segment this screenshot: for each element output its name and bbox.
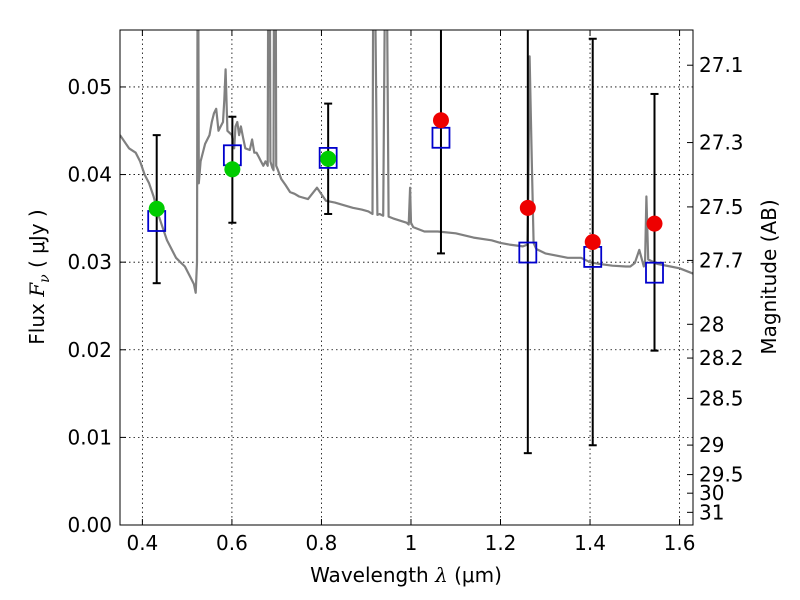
flux_green-point: [148, 200, 165, 217]
y-axis-label: Flux Fν ( μJy ): [25, 209, 53, 344]
flux_green-point: [224, 161, 241, 178]
y-tick-label: 0.04: [67, 163, 112, 187]
x-tick-label: 1.6: [664, 531, 696, 555]
y-tick-label: 0.01: [67, 425, 112, 449]
model-photometry-square: [318, 147, 338, 169]
y2-tick-label: 31: [699, 500, 724, 524]
y2-tick-label: 27.1: [699, 53, 744, 77]
flux_red-point: [584, 234, 601, 251]
flux_green-point: [320, 150, 337, 167]
x-tick-label: 1: [405, 531, 418, 555]
plot-frame: [119, 29, 694, 526]
y2-tick-label: 27.3: [699, 131, 744, 155]
y2-tick-label: 27.5: [699, 195, 744, 219]
model-photometry-square: [518, 241, 538, 264]
x-tick-label: 0.8: [306, 531, 338, 555]
flux_red-point: [432, 112, 449, 129]
y-tick-label: 0.00: [67, 513, 112, 537]
model-photometry-square: [645, 261, 664, 284]
flux_red-point: [646, 215, 663, 232]
axis-layer: 0.4 0.6 0.8 1 1.2 1.4 1.6 0.00 0.01 0.02 0.03 0.04 0…: [67, 30, 744, 555]
x-tick-label: 1.2: [485, 531, 517, 555]
y-tick-label: 0.02: [67, 338, 112, 362]
x-tick-label: 0.6: [216, 531, 248, 555]
y2-tick-label: 28.5: [699, 386, 744, 410]
x-tick-label: 0.4: [126, 531, 158, 555]
y2-tick-label: 29.5: [699, 463, 744, 487]
grid-layer: [120, 30, 693, 526]
y2-tick-label: 27.7: [699, 248, 744, 272]
y2-tick-label: 28.2: [699, 346, 744, 370]
y-tick-label: 0.05: [67, 75, 112, 99]
y-tick-label: 0.03: [67, 250, 112, 274]
y2-tick-label: 28: [699, 312, 724, 336]
y2-tick-label: 29: [699, 433, 724, 457]
flux_red-point: [519, 199, 536, 216]
x-axis-label: Wavelength λ (μm): [310, 563, 502, 587]
model-spectrum-line: [120, 30, 693, 294]
data-layer: [120, 30, 693, 455]
x-tick-label: 1.4: [574, 531, 606, 555]
y2-axis-label: Magnitude (AB): [757, 199, 781, 354]
y2-tick-label: 30: [699, 481, 724, 505]
